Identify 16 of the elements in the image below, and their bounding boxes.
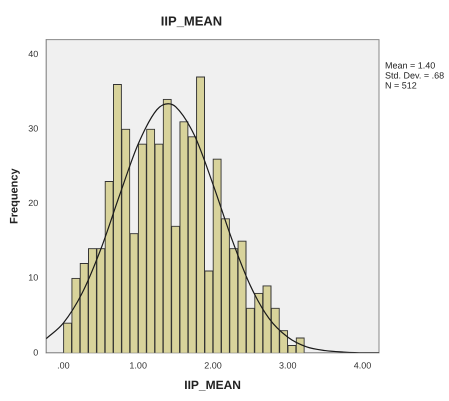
x-tick-label: 3.00 <box>279 360 297 371</box>
y-axis-title: Frequency <box>8 168 21 224</box>
y-tick-label: 10 <box>28 272 38 283</box>
y-tick-label: 40 <box>28 49 38 59</box>
y-tick-label: 30 <box>28 124 38 134</box>
text: Std. Dev. = .68 <box>385 70 444 81</box>
y-tick-label: 0 <box>33 347 38 358</box>
text: N = 512 <box>385 80 417 91</box>
x-tick-label: 1.00 <box>129 360 147 371</box>
x-tick-label: 4.00 <box>354 360 372 371</box>
x-axis-title: IIP_MEAN <box>184 378 241 392</box>
chart-title: IIP_MEAN <box>160 13 222 28</box>
text: Mean = 1.40 <box>385 60 436 71</box>
x-tick-label: .00 <box>57 360 70 371</box>
x-tick-label: 2.00 <box>204 360 222 371</box>
y-tick-label: 20 <box>28 198 38 208</box>
